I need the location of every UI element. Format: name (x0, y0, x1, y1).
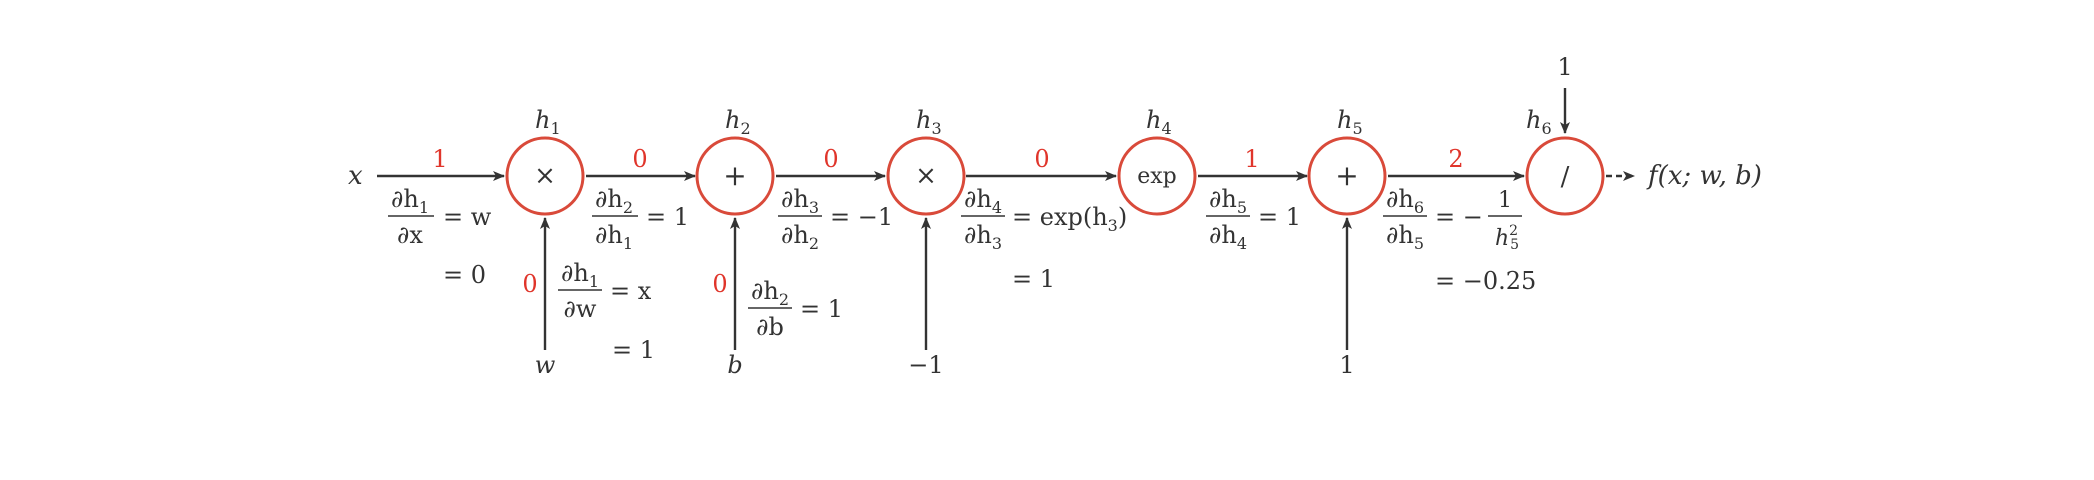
input-neg-one: −1 (908, 351, 943, 379)
deriv-dh1-dx: ∂h1 ∂x = w = 0 (388, 185, 492, 289)
deriv-dh1-dw: ∂h1 ∂w = x = 1 (558, 259, 655, 364)
svg-text:∂h5: ∂h5 (1386, 221, 1424, 253)
deriv-dh3-dh2: ∂h3 ∂h2 = −1 (778, 185, 893, 253)
svg-text:∂h4: ∂h4 (1209, 221, 1247, 253)
svg-text:∂b: ∂b (756, 313, 784, 341)
node-h1: × (505, 136, 585, 216)
svg-text:= 1: = 1 (612, 336, 655, 364)
node-h3: × (886, 136, 966, 216)
node-h2-op: + (723, 159, 746, 192)
grad-h5-h6: 2 (1448, 145, 1463, 173)
svg-text:h25: h2 5 (1495, 223, 1519, 253)
label-h1: h1 (535, 106, 561, 138)
label-h5: h5 (1337, 106, 1363, 138)
svg-text:= 1: = 1 (646, 203, 689, 231)
node-h6-op: / (1561, 162, 1570, 192)
svg-text:∂w: ∂w (564, 295, 597, 323)
node-h4-op: exp (1137, 164, 1177, 189)
grad-h2-h3: 0 (823, 145, 838, 173)
node-h5: + (1307, 136, 1387, 216)
input-b: b (727, 351, 742, 379)
node-h4: exp (1117, 136, 1197, 216)
deriv-dh6-dh5: ∂h6 ∂h5 = − 1 h2 5 = −0.25 (1383, 185, 1536, 295)
node-h6: / (1525, 136, 1605, 216)
svg-text:∂h2: ∂h2 (751, 277, 789, 309)
svg-text:= 1: = 1 (800, 295, 843, 323)
svg-text:= exp(h3): = exp(h3) (1012, 203, 1127, 235)
svg-text:= x: = x (610, 277, 652, 305)
node-h2: + (695, 136, 775, 216)
svg-text:∂h1: ∂h1 (595, 221, 633, 253)
svg-text:= −1: = −1 (830, 203, 893, 231)
input-w: w (535, 351, 556, 379)
grad-h3-h4: 0 (1034, 145, 1049, 173)
label-h6: h6 (1526, 106, 1552, 138)
grad-x-h1: 1 (432, 145, 447, 173)
svg-text:= −: = − (1435, 203, 1483, 231)
svg-text:= 0: = 0 (443, 261, 486, 289)
deriv-dh2-dh1: ∂h2 ∂h1 = 1 (592, 185, 689, 253)
svg-text:= w: = w (443, 203, 492, 231)
svg-text:∂h2: ∂h2 (595, 185, 633, 217)
input-x: x (348, 161, 363, 191)
label-h3: h3 (916, 106, 942, 138)
svg-text:= −0.25: = −0.25 (1435, 267, 1536, 295)
input-one-bottom: 1 (1339, 351, 1354, 379)
deriv-dh2-db: ∂h2 ∂b = 1 (748, 277, 843, 341)
grad-h1-h2: 0 (632, 145, 647, 173)
svg-text:∂h3: ∂h3 (964, 221, 1002, 253)
svg-text:∂h1: ∂h1 (391, 185, 429, 217)
svg-text:= 1: = 1 (1258, 203, 1301, 231)
node-h3-op: × (915, 161, 937, 191)
grad-w-h1: 0 (522, 270, 537, 298)
svg-text:∂h6: ∂h6 (1386, 185, 1424, 217)
label-h4: h4 (1146, 106, 1172, 138)
grad-h4-h5: 1 (1244, 145, 1259, 173)
node-h1-op: × (534, 161, 556, 191)
input-one-top: 1 (1557, 53, 1572, 81)
svg-text:∂h2: ∂h2 (781, 221, 819, 253)
label-h2: h2 (725, 106, 751, 138)
svg-text:∂h3: ∂h3 (781, 185, 819, 217)
svg-text:= 1: = 1 (1012, 265, 1055, 293)
grad-b-h2: 0 (712, 270, 727, 298)
svg-text:∂h4: ∂h4 (964, 185, 1002, 217)
output-f: f(x; w, b) (1646, 161, 1762, 191)
node-h5-op: + (1335, 159, 1358, 192)
deriv-dh5-dh4: ∂h5 ∂h4 = 1 (1206, 185, 1301, 253)
svg-text:∂h1: ∂h1 (561, 259, 599, 291)
svg-text:∂h5: ∂h5 (1209, 185, 1247, 217)
deriv-dh4-dh3: ∂h4 ∂h3 = exp(h3) = 1 (961, 185, 1127, 293)
svg-text:∂x: ∂x (397, 221, 423, 249)
svg-text:1: 1 (1498, 188, 1512, 213)
